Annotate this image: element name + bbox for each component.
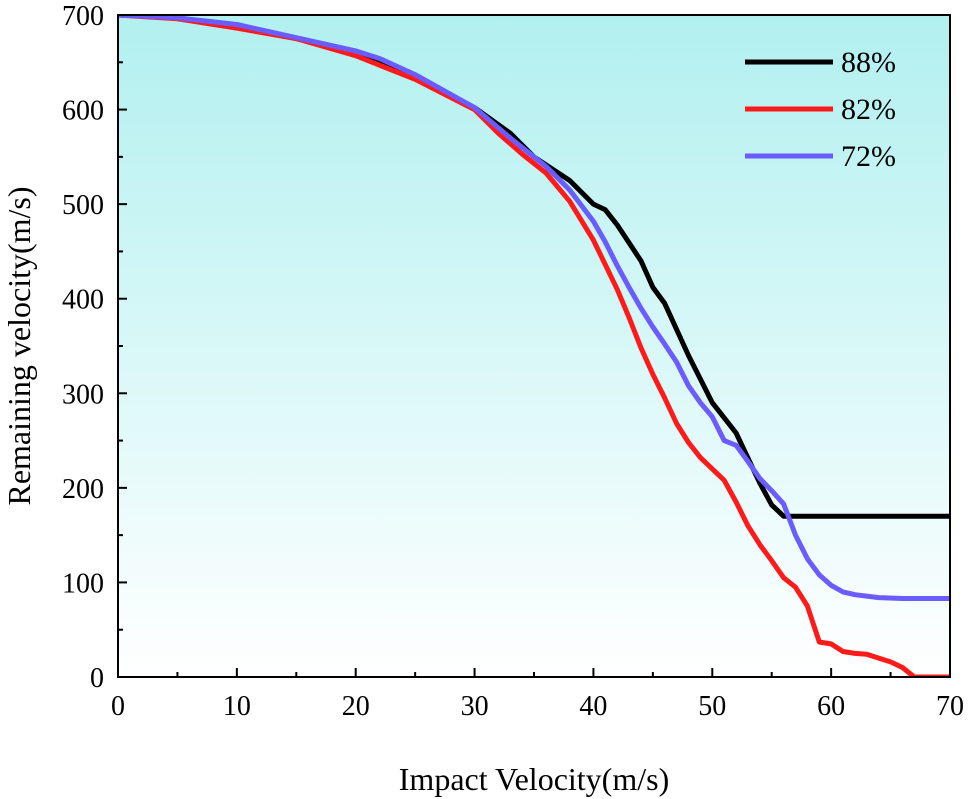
x-tick-label: 20 — [342, 691, 370, 722]
y-axis-title: Remaining velocity(m/s) — [1, 186, 37, 505]
y-axis-ticks: 0 100 200 300 400 500 600 700 — [62, 1, 127, 694]
series-layer — [118, 15, 950, 677]
x-axis-title: Impact Velocity(m/s) — [399, 761, 669, 797]
series-line-88pct — [118, 15, 950, 519]
series-line-72pct — [118, 15, 950, 601]
y-tick-label: 100 — [62, 568, 104, 599]
x-tick-label: 30 — [461, 691, 489, 722]
x-tick-label: 0 — [111, 691, 125, 722]
series-line-82pct — [118, 15, 950, 677]
x-tick-label: 50 — [698, 691, 726, 722]
y-tick-label: 200 — [62, 474, 104, 505]
x-tick-label: 40 — [579, 691, 607, 722]
legend-label: 88% — [841, 46, 896, 79]
legend-label: 82% — [841, 93, 896, 126]
x-tick-label: 10 — [223, 691, 251, 722]
y-tick-label: 0 — [90, 663, 104, 694]
x-tick-label: 70 — [936, 691, 964, 722]
legend: 88% 82% 72% — [745, 46, 896, 173]
legend-label: 72% — [841, 140, 896, 173]
y-tick-label: 600 — [62, 96, 104, 127]
x-tick-label: 60 — [817, 691, 845, 722]
y-tick-label: 500 — [62, 190, 104, 221]
y-tick-label: 300 — [62, 379, 104, 410]
y-tick-label: 400 — [62, 285, 104, 316]
y-tick-label: 700 — [62, 1, 104, 32]
x-axis-ticks: 0 10 20 30 40 50 60 70 — [111, 668, 964, 722]
